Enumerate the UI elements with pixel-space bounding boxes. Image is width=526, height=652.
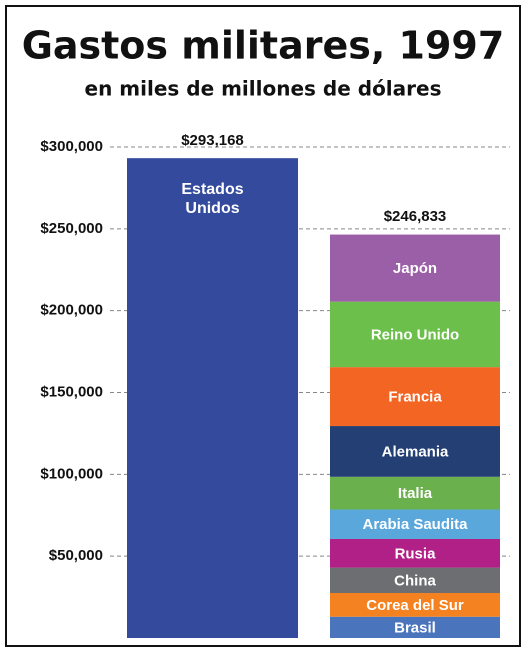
- chart-title: Gastos militares, 1997: [22, 24, 505, 68]
- bar-segment: [330, 538, 500, 568]
- bar-segment: [127, 158, 298, 638]
- bar-segment: [330, 367, 500, 427]
- total-label: $246,833: [384, 208, 447, 225]
- total-label: $293,168: [181, 132, 244, 149]
- y-tick-label: $250,000: [40, 220, 103, 237]
- segment-label: Arabia Saudita: [362, 516, 468, 533]
- segment-label: Reino Unido: [371, 326, 459, 343]
- bar-segment: [330, 567, 500, 593]
- segment-label: Alemania: [382, 443, 449, 460]
- segment-label: Brasil: [394, 619, 436, 636]
- bar-segment: [330, 592, 500, 617]
- y-tick-label: $200,000: [40, 302, 103, 319]
- segment-label: Japón: [393, 260, 437, 277]
- segment-label-box: Estados Unidos: [181, 181, 244, 218]
- segment-label: Corea del Sur: [366, 597, 464, 614]
- y-tick-label: $50,000: [49, 547, 103, 564]
- segment-label: Rusia: [395, 545, 437, 562]
- y-tick-label: $300,000: [40, 138, 103, 155]
- chart-subtitle: en miles de millones de dólares: [85, 77, 442, 101]
- bar-segment: [330, 616, 500, 638]
- bar-segment: [330, 476, 500, 510]
- bar-segment: [330, 234, 500, 302]
- segment-label: Estados Unidos: [181, 181, 244, 218]
- segment-label: Francia: [388, 389, 442, 406]
- segment-label: Italia: [398, 485, 433, 502]
- bar-segment: [330, 301, 500, 368]
- y-tick-label: $100,000: [40, 465, 103, 482]
- segment-label: China: [394, 572, 436, 589]
- bar-segment: [330, 426, 500, 477]
- bar-segment: [330, 509, 500, 539]
- y-tick-label: $150,000: [40, 383, 103, 400]
